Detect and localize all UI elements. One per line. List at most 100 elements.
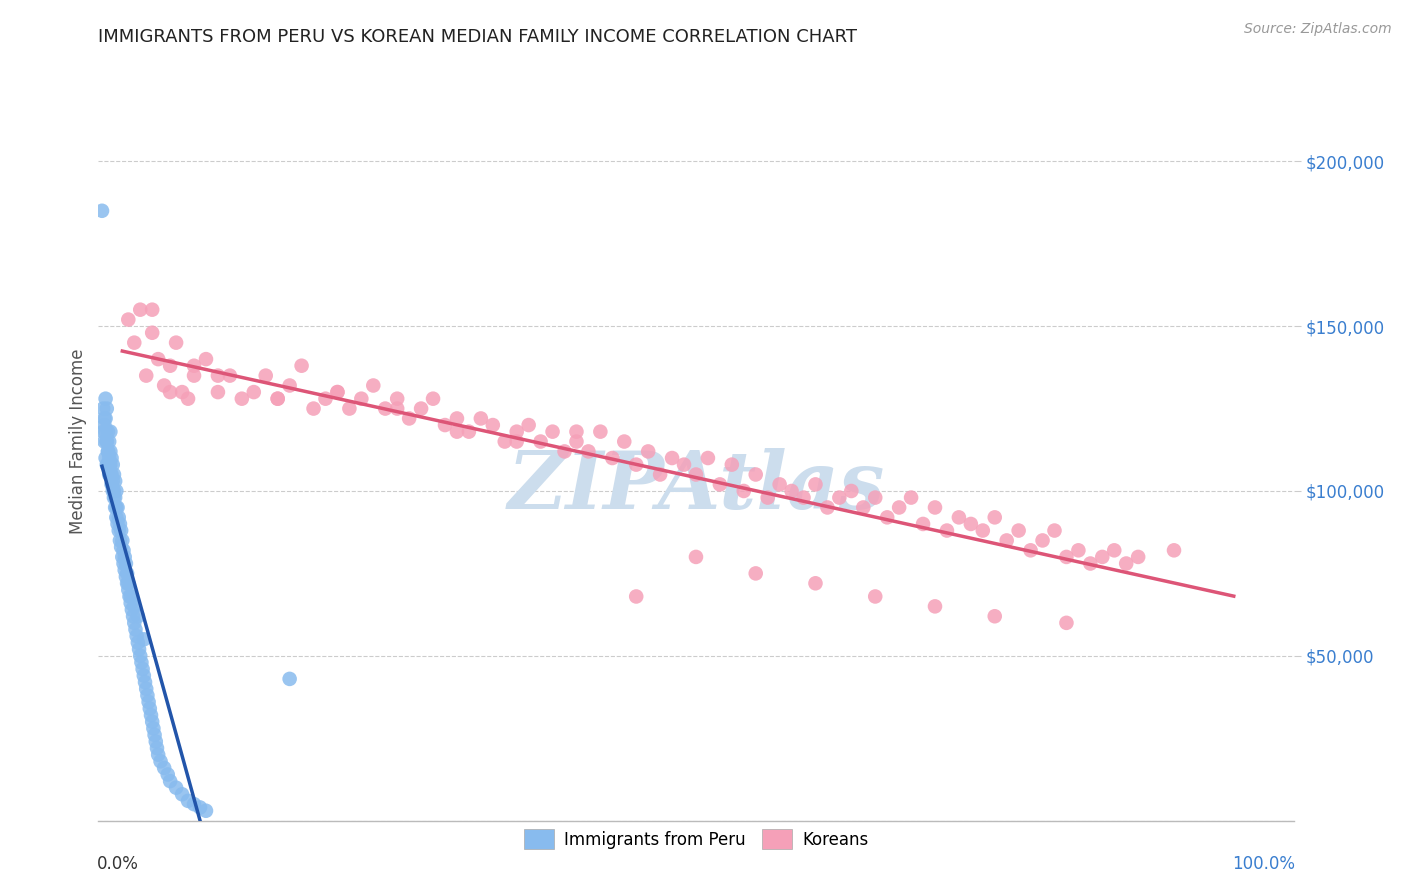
Point: [128, 642, 150, 657]
Point: [565, 425, 588, 439]
Point: [578, 444, 600, 458]
Point: [107, 510, 129, 524]
Point: [118, 590, 141, 604]
Point: [1056, 615, 1078, 630]
Point: [385, 392, 409, 406]
Point: [98, 467, 121, 482]
Point: [876, 510, 898, 524]
Point: [183, 359, 205, 373]
Point: [127, 609, 149, 624]
Point: [254, 368, 277, 383]
Point: [541, 425, 564, 439]
Point: [124, 623, 146, 637]
Point: [98, 434, 121, 449]
Point: [100, 467, 122, 482]
Point: [135, 681, 157, 696]
Point: [911, 516, 934, 531]
Point: [148, 747, 170, 762]
Point: [924, 599, 946, 614]
Point: [177, 794, 200, 808]
Point: [434, 418, 457, 433]
Point: [142, 722, 165, 736]
Point: [129, 648, 152, 663]
Point: [339, 401, 361, 416]
Point: [1008, 524, 1031, 538]
Point: [101, 474, 124, 488]
Point: [278, 378, 301, 392]
Point: [103, 467, 125, 482]
Point: [94, 425, 117, 439]
Point: [93, 418, 115, 433]
Point: [105, 500, 128, 515]
Point: [315, 392, 337, 406]
Point: [98, 458, 122, 472]
Point: [326, 385, 349, 400]
Point: [141, 714, 163, 729]
Point: [195, 804, 218, 818]
Point: [107, 524, 129, 538]
Point: [815, 500, 838, 515]
Point: [446, 411, 468, 425]
Point: [93, 434, 115, 449]
Point: [207, 368, 229, 383]
Point: [1067, 543, 1090, 558]
Point: [554, 444, 576, 458]
Point: [924, 500, 946, 515]
Point: [1056, 549, 1078, 564]
Point: [626, 458, 648, 472]
Point: [1080, 557, 1102, 571]
Point: [115, 576, 138, 591]
Point: [117, 576, 139, 591]
Point: [326, 385, 349, 400]
Point: [828, 491, 851, 505]
Point: [91, 203, 114, 218]
Point: [141, 302, 163, 317]
Point: [589, 425, 612, 439]
Point: [517, 418, 540, 433]
Point: [97, 458, 120, 472]
Point: [865, 491, 887, 505]
Point: [98, 450, 121, 465]
Point: [156, 767, 179, 781]
Point: [780, 483, 803, 498]
Point: [984, 609, 1007, 624]
Point: [207, 385, 229, 400]
Point: [721, 458, 744, 472]
Point: [143, 728, 166, 742]
Point: [709, 477, 731, 491]
Point: [98, 467, 122, 482]
Point: [231, 392, 253, 406]
Point: [131, 656, 153, 670]
Point: [637, 444, 659, 458]
Point: [685, 549, 707, 564]
Point: [124, 615, 146, 630]
Point: [195, 352, 218, 367]
Point: [458, 425, 481, 439]
Point: [93, 411, 115, 425]
Point: [995, 533, 1018, 548]
Point: [188, 800, 211, 814]
Point: [267, 392, 290, 406]
Point: [613, 434, 636, 449]
Point: [793, 491, 815, 505]
Point: [96, 401, 118, 416]
Point: [159, 359, 181, 373]
Point: [127, 635, 149, 649]
Point: [278, 672, 301, 686]
Legend: Immigrants from Peru, Koreans: Immigrants from Peru, Koreans: [516, 821, 876, 858]
Text: 100.0%: 100.0%: [1232, 855, 1295, 872]
Point: [101, 483, 124, 498]
Text: 0.0%: 0.0%: [97, 855, 139, 872]
Point: [602, 450, 624, 465]
Point: [648, 467, 672, 482]
Point: [100, 450, 122, 465]
Point: [153, 761, 176, 775]
Point: [111, 549, 134, 564]
Point: [385, 401, 409, 416]
Point: [422, 392, 444, 406]
Point: [131, 662, 153, 676]
Point: [972, 524, 994, 538]
Point: [115, 557, 138, 571]
Point: [115, 570, 138, 584]
Point: [120, 596, 142, 610]
